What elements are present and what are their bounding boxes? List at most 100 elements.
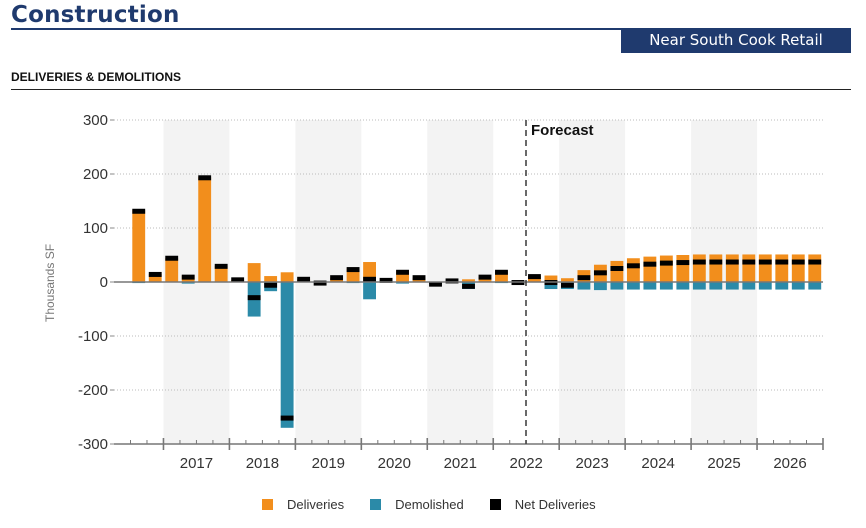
marker-net-deliveries bbox=[132, 208, 146, 214]
bar-demolished bbox=[643, 282, 657, 290]
bar-demolished bbox=[577, 282, 591, 290]
bar-demolished bbox=[709, 282, 723, 290]
bar-deliveries bbox=[742, 254, 756, 282]
bar-deliveries bbox=[626, 258, 640, 282]
marker-net-deliveries bbox=[231, 277, 245, 283]
x-tick-label: 2026 bbox=[773, 455, 806, 472]
legend-label-demolished: Demolished bbox=[395, 497, 464, 512]
marker-net-deliveries bbox=[280, 415, 294, 421]
y-tick-label: 0 bbox=[100, 274, 108, 291]
marker-net-deliveries bbox=[412, 275, 426, 281]
x-tick-label: 2025 bbox=[707, 455, 740, 472]
gridlines bbox=[114, 119, 823, 391]
marker-net-deliveries bbox=[528, 274, 541, 280]
marker-net-deliveries bbox=[478, 274, 492, 280]
marker-net-deliveries bbox=[758, 259, 772, 265]
bar-demolished bbox=[676, 282, 690, 290]
marker-net-deliveries bbox=[297, 276, 311, 282]
legend-swatch-net-deliveries bbox=[489, 499, 501, 510]
marker-net-deliveries bbox=[775, 259, 789, 265]
bar-deliveries bbox=[610, 260, 624, 282]
bar-demolished bbox=[659, 282, 673, 290]
legend-item-net-deliveries: Net Deliveries bbox=[489, 497, 596, 512]
marker-net-deliveries bbox=[445, 278, 459, 284]
bar-deliveries bbox=[462, 279, 475, 282]
bar-deliveries bbox=[775, 254, 789, 282]
marker-net-deliveries bbox=[626, 263, 640, 269]
x-tick-label: 2023 bbox=[575, 455, 608, 472]
marker-net-deliveries bbox=[264, 282, 278, 288]
marker-net-deliveries bbox=[379, 277, 393, 283]
marker-net-deliveries bbox=[495, 269, 508, 275]
marker-net-deliveries bbox=[330, 275, 344, 281]
section-title: DELIVERIES & DEMOLITIONS bbox=[11, 70, 182, 84]
bar-demolished bbox=[181, 282, 195, 284]
legend-swatch-deliveries bbox=[262, 499, 273, 510]
y-tick-label: 100 bbox=[83, 220, 108, 237]
marker-net-deliveries bbox=[692, 259, 706, 265]
bar-demolished bbox=[626, 282, 640, 290]
marker-net-deliveries bbox=[560, 282, 574, 288]
marker-net-deliveries bbox=[643, 261, 657, 267]
marker-net-deliveries bbox=[429, 281, 442, 287]
bar-demolished bbox=[742, 282, 756, 290]
bar-deliveries bbox=[264, 276, 278, 282]
marker-net-deliveries bbox=[346, 267, 360, 273]
bar-demolished bbox=[808, 282, 822, 290]
bar-deliveries bbox=[659, 255, 673, 282]
legend-item-demolished: Demolished bbox=[370, 497, 464, 512]
bar-deliveries bbox=[560, 278, 574, 282]
bar-demolished bbox=[593, 282, 607, 291]
legend-label-deliveries: Deliveries bbox=[287, 497, 345, 512]
bar-demolished bbox=[758, 282, 772, 290]
bar-deliveries bbox=[808, 254, 822, 282]
legend-label-net-deliveries: Net Deliveries bbox=[514, 497, 596, 512]
legend-item-deliveries: Deliveries bbox=[262, 497, 344, 512]
section-divider bbox=[11, 89, 851, 90]
marker-net-deliveries bbox=[808, 259, 822, 265]
marker-net-deliveries bbox=[577, 275, 591, 281]
marker-net-deliveries bbox=[610, 266, 624, 271]
bar-deliveries bbox=[280, 272, 294, 282]
axes: 300 200 100 0 -100 -200 -300 2017 2018 2019 2020 20… bbox=[78, 112, 824, 472]
y-axis-label: Thousands SF bbox=[43, 244, 57, 322]
title-divider bbox=[11, 28, 851, 30]
marker-net-deliveries bbox=[709, 259, 723, 265]
marker-net-deliveries bbox=[659, 260, 673, 266]
marker-net-deliveries bbox=[791, 259, 805, 265]
marker-net-deliveries bbox=[396, 269, 409, 275]
bar-demolished bbox=[544, 282, 558, 290]
bar-deliveries bbox=[132, 210, 146, 282]
bar-deliveries bbox=[692, 254, 706, 282]
bar-deliveries bbox=[198, 177, 212, 282]
bar-demolished bbox=[791, 282, 805, 290]
bar-deliveries bbox=[247, 263, 261, 282]
bar-demolished bbox=[692, 282, 706, 290]
bar-deliveries bbox=[709, 254, 723, 282]
bar-deliveries bbox=[791, 254, 805, 282]
y-tick-label: -100 bbox=[78, 328, 108, 345]
bar-deliveries bbox=[396, 270, 409, 282]
bar-deliveries bbox=[643, 256, 657, 282]
submarket-badge: Near South Cook Retail bbox=[621, 28, 851, 53]
bar-demolished bbox=[280, 282, 294, 428]
x-tick-label: 2021 bbox=[444, 455, 477, 472]
marker-net-deliveries bbox=[742, 259, 756, 265]
x-tick-label: 2018 bbox=[246, 455, 279, 472]
marker-net-deliveries bbox=[181, 274, 195, 280]
marker-net-deliveries bbox=[313, 280, 327, 286]
y-tick-label: 200 bbox=[83, 166, 108, 183]
legend-swatch-demolished bbox=[370, 499, 382, 510]
x-tick-label: 2019 bbox=[312, 455, 345, 472]
marker-net-deliveries bbox=[725, 259, 739, 265]
y-tick-label: -200 bbox=[78, 382, 108, 399]
bar-demolished bbox=[725, 282, 739, 290]
bar-demolished bbox=[610, 282, 624, 290]
marker-net-deliveries bbox=[462, 283, 475, 289]
y-tick-label: 300 bbox=[83, 112, 108, 129]
x-tick-label: 2024 bbox=[641, 455, 674, 472]
bar-deliveries bbox=[148, 273, 162, 282]
x-tick-label: 2017 bbox=[180, 455, 213, 472]
bar-demolished bbox=[775, 282, 789, 290]
